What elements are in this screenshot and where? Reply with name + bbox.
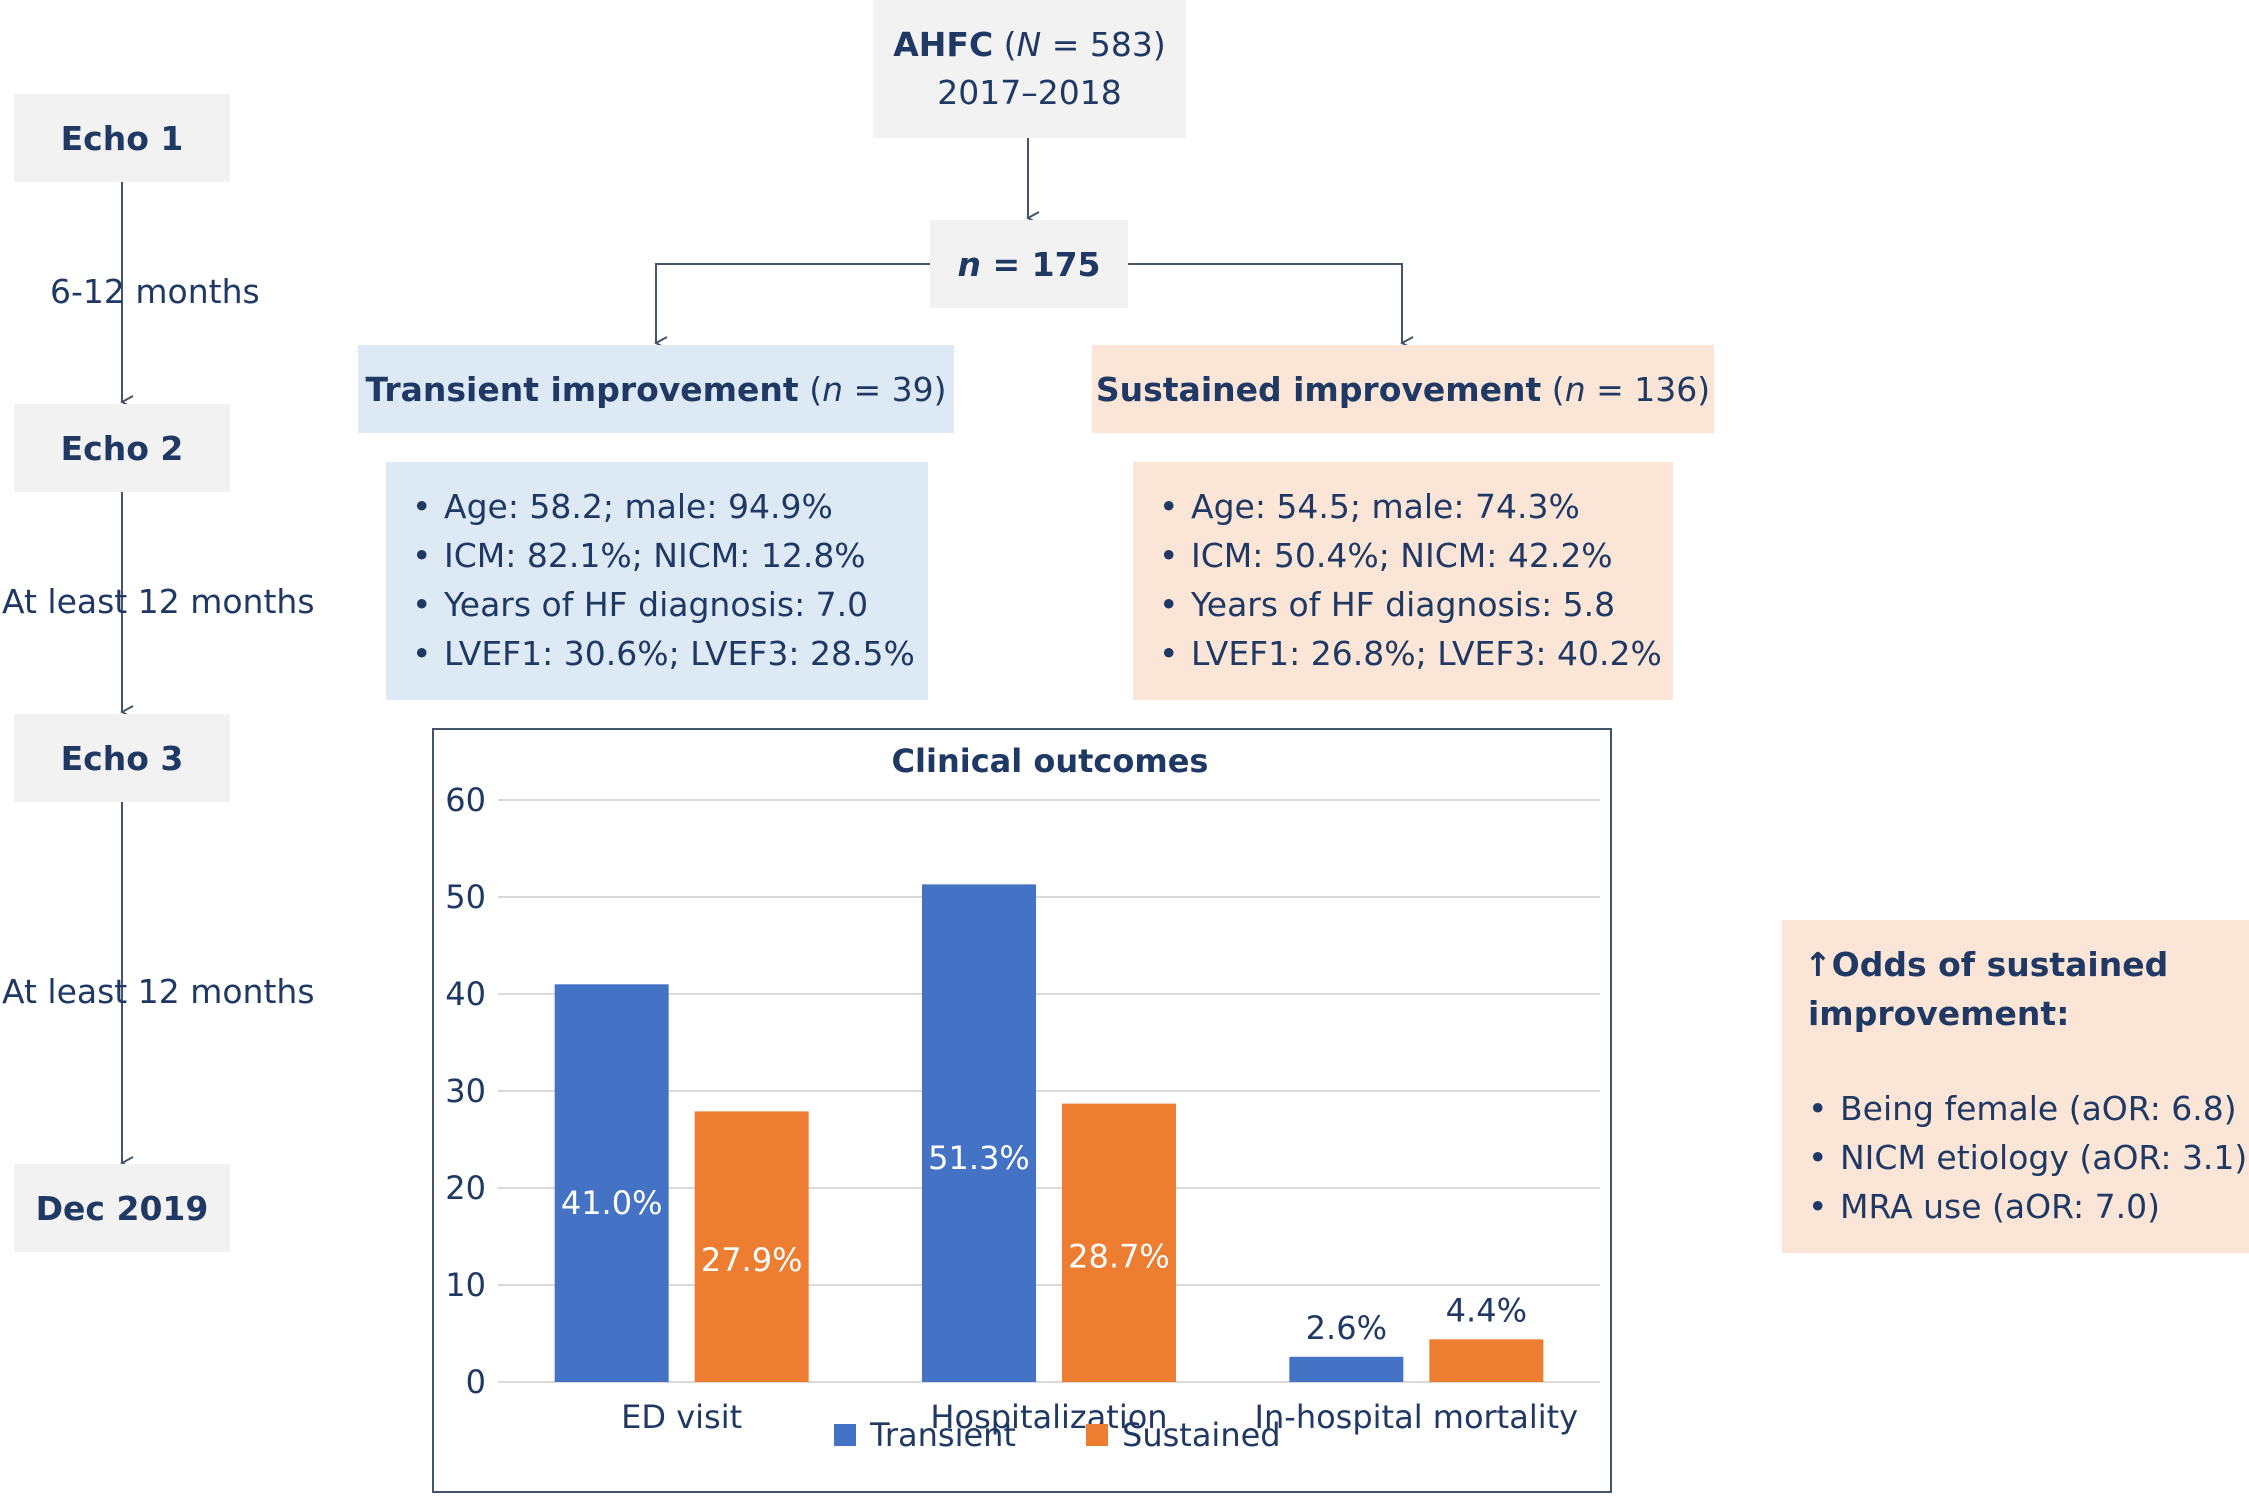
cohort-name: AHFC [893, 25, 994, 64]
odds-bullet: NICM etiology (aOR: 3.1) [1804, 1133, 2249, 1182]
transient-bullet: Years of HF diagnosis: 7.0 [408, 580, 928, 629]
transient-bullet: ICM: 82.1%; NICM: 12.8% [408, 531, 928, 580]
y-tick-label: 20 [445, 1169, 486, 1207]
data-label: 28.7% [1068, 1238, 1170, 1276]
cohort-years: 2017–2018 [937, 73, 1122, 112]
timeline-echo-3: Echo 3 [14, 714, 230, 802]
transient-bullet: Age: 58.2; male: 94.9% [408, 482, 928, 531]
x-tick-label: ED visit [621, 1398, 742, 1436]
subset-n-label: n [957, 244, 981, 284]
clinical-outcomes-chart: Clinical outcomes 0 10 20 30 40 50 60 41.0% 27.… [432, 728, 1612, 1493]
timeline-end: Dec 2019 [14, 1164, 230, 1252]
timeline-interval-1: 6-12 months [50, 272, 260, 311]
legend-label: Transient [869, 1416, 1016, 1454]
bar-sustained [694, 1111, 809, 1382]
odds-title-line2: improvement: [1808, 994, 2070, 1033]
transient-bullet: LVEF1: 30.6%; LVEF3: 28.5% [408, 629, 928, 678]
y-tick-label: 50 [445, 878, 486, 916]
sustained-bullet: Years of HF diagnosis: 5.8 [1155, 580, 1673, 629]
cohort-box: AHFC (N = 583) 2017–2018 [873, 0, 1186, 138]
sustained-header: Sustained improvement (n = 136) [1092, 345, 1714, 433]
y-tick-label: 10 [445, 1266, 486, 1304]
data-label: 41.0% [561, 1184, 663, 1222]
data-label: 2.6% [1306, 1309, 1387, 1347]
chart-title: Clinical outcomes [892, 742, 1209, 780]
odds-box: ↑Odds of sustained improvement: Being fe… [1782, 920, 2249, 1253]
y-tick-label: 30 [445, 1072, 486, 1110]
transient-n-value: = 39) [853, 369, 947, 409]
x-tick-label: Hospitalization [930, 1398, 1167, 1436]
transient-characteristics: Age: 58.2; male: 94.9% ICM: 82.1%; NICM:… [386, 462, 928, 700]
legend-swatch-transient [834, 1424, 856, 1446]
chart-svg: Clinical outcomes 0 10 20 30 40 50 60 41.0% 27.… [445, 742, 1600, 1454]
transient-title: Transient improvement [365, 369, 799, 409]
y-tick-label: 60 [445, 781, 486, 819]
x-tick-label: In-hospital mortality [1255, 1398, 1579, 1436]
sustained-characteristics: Age: 54.5; male: 74.3% ICM: 50.4%; NICM:… [1133, 462, 1673, 700]
odds-title-line1: Odds of sustained [1831, 945, 2169, 984]
legend-swatch-sustained [1086, 1424, 1108, 1446]
cohort-n-value: = 583) [1051, 25, 1166, 64]
timeline-echo-1: Echo 1 [14, 94, 230, 182]
y-tick-label: 0 [466, 1363, 486, 1401]
data-label: 51.3% [928, 1139, 1030, 1177]
subset-to-sustained-arrow [1128, 263, 1402, 343]
subset-n-value: = 175 [992, 244, 1101, 284]
data-label: 27.9% [701, 1241, 803, 1279]
data-label: 4.4% [1446, 1291, 1527, 1329]
bar-transient [1289, 1356, 1404, 1382]
cohort-n-label: N [1016, 25, 1042, 64]
legend-label: Sustained [1122, 1416, 1281, 1454]
timeline-interval-2: At least 12 months [2, 582, 315, 621]
timeline-echo-2: Echo 2 [14, 404, 230, 492]
y-tick-label: 40 [445, 975, 486, 1013]
sustained-title: Sustained improvement [1095, 369, 1542, 409]
subset-box: n = 175 [930, 220, 1128, 308]
sustained-bullet: ICM: 50.4%; NICM: 42.2% [1155, 531, 1673, 580]
bar-sustained [1062, 1103, 1176, 1382]
up-arrow-icon: ↑ [1804, 945, 1832, 984]
sustained-bullet: Age: 54.5; male: 74.3% [1155, 482, 1673, 531]
sustained-bullet: LVEF1: 26.8%; LVEF3: 40.2% [1155, 629, 1673, 678]
transient-n-label: n [822, 369, 843, 409]
odds-bullet: MRA use (aOR: 7.0) [1804, 1182, 2249, 1231]
timeline-interval-3: At least 12 months [2, 972, 315, 1011]
sustained-n-value: = 136) [1596, 369, 1711, 409]
bar-transient [922, 884, 1036, 1382]
transient-header: Transient improvement (n = 39) [358, 345, 954, 433]
bar-sustained [1429, 1339, 1544, 1382]
bar-transient [554, 984, 669, 1382]
odds-bullet: Being female (aOR: 6.8) [1804, 1084, 2249, 1133]
subset-to-transient-arrow [656, 263, 930, 343]
sustained-n-label: n [1564, 369, 1586, 409]
